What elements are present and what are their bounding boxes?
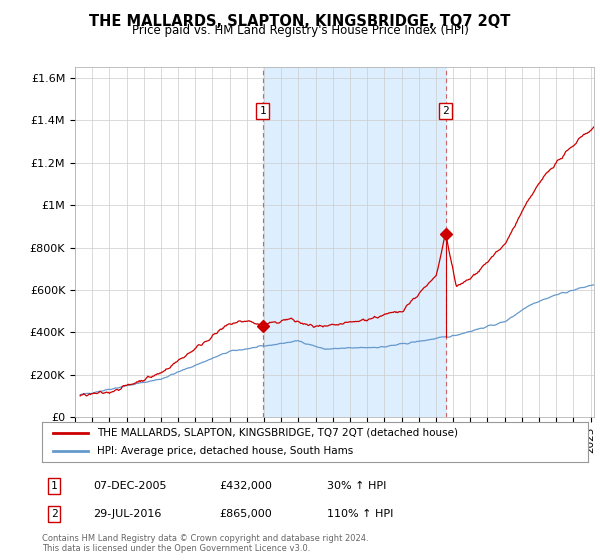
Bar — [263, 67, 446, 417]
Text: £865,000: £865,000 — [219, 509, 272, 519]
Text: 1: 1 — [259, 106, 266, 116]
Text: 110% ↑ HPI: 110% ↑ HPI — [327, 509, 394, 519]
Text: THE MALLARDS, SLAPTON, KINGSBRIDGE, TQ7 2QT: THE MALLARDS, SLAPTON, KINGSBRIDGE, TQ7 … — [89, 14, 511, 29]
Text: 2: 2 — [442, 106, 449, 116]
Text: 1: 1 — [50, 481, 58, 491]
Text: 30% ↑ HPI: 30% ↑ HPI — [327, 481, 386, 491]
Text: 2: 2 — [50, 509, 58, 519]
Text: £432,000: £432,000 — [219, 481, 272, 491]
Text: Contains HM Land Registry data © Crown copyright and database right 2024.
This d: Contains HM Land Registry data © Crown c… — [42, 534, 368, 553]
Text: THE MALLARDS, SLAPTON, KINGSBRIDGE, TQ7 2QT (detached house): THE MALLARDS, SLAPTON, KINGSBRIDGE, TQ7 … — [97, 428, 458, 437]
Text: HPI: Average price, detached house, South Hams: HPI: Average price, detached house, Sout… — [97, 446, 353, 456]
Text: 07-DEC-2005: 07-DEC-2005 — [93, 481, 167, 491]
Text: 29-JUL-2016: 29-JUL-2016 — [93, 509, 161, 519]
Text: Price paid vs. HM Land Registry's House Price Index (HPI): Price paid vs. HM Land Registry's House … — [131, 24, 469, 37]
